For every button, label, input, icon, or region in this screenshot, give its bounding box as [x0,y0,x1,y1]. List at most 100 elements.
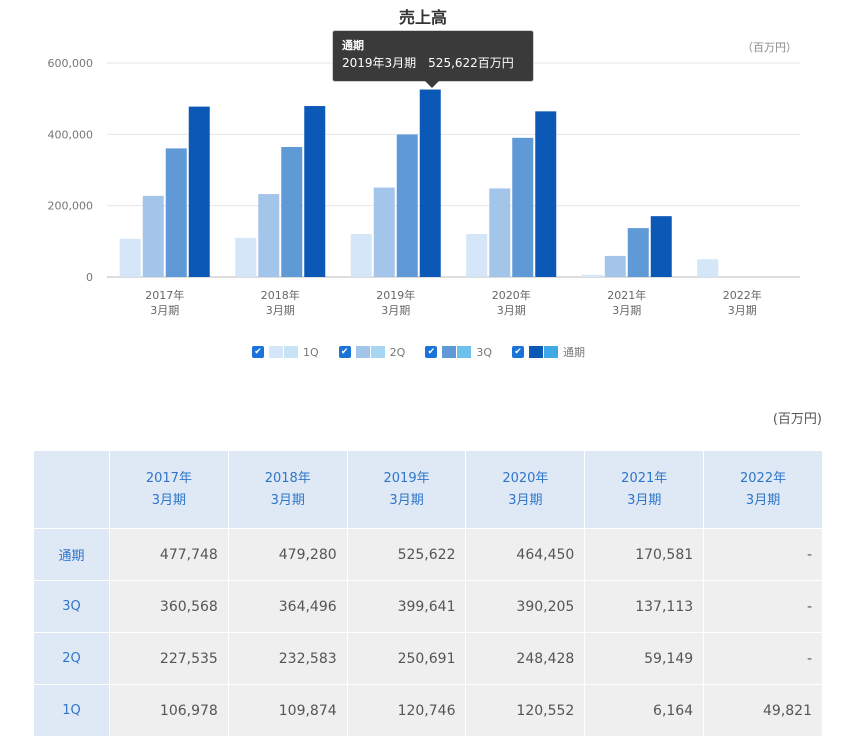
table-cell: 390,205 [465,580,586,633]
column-header-2021: 2021年 3月期 [584,450,705,529]
bar-通期 [419,89,441,277]
table-cell: 479,280 [227,528,348,581]
table-cell: 109,874 [227,684,348,737]
table-cell: 106,978 [109,684,229,737]
row-header-1q: 1Q [33,684,110,737]
table-cell: - [703,632,823,685]
bar-通期 [535,111,557,278]
legend-swatch [269,346,283,358]
bar-3q [627,228,649,277]
legend-label: 1Q [303,345,319,359]
row-header-2q: 2Q [33,632,110,685]
chart-legend: ✔ 1Q ✔ 2Q ✔ 3Q ✔ 通期 [252,344,605,360]
table-cell: 59,149 [584,632,705,685]
x-tick-label: 3月期 [612,304,641,317]
table-cell: 250,691 [346,632,467,685]
bar-2q [604,255,626,277]
table-row: 2Q 227,535 232,583 250,691 248,428 59,14… [33,632,823,685]
legend-item-2q[interactable]: ✔ 2Q [338,345,406,359]
x-tick-label: 2017年 [145,288,184,302]
table-cell: 120,552 [465,684,586,737]
y-tick-label: 0 [86,271,93,284]
table-row: 3Q 360,568 364,496 399,641 390,205 137,1… [33,580,823,633]
table-cell: 49,821 [703,684,823,737]
legend-item-3q[interactable]: ✔ 3Q [425,346,492,359]
legend-swatch [370,346,385,358]
legend-label: 3Q [476,345,493,359]
table-row: 1Q 106,978 109,874 120,746 120,552 6,164… [33,684,823,737]
bar-通期 [650,216,672,277]
table-cell: - [703,528,823,581]
table-cell: 120,746 [346,684,467,737]
x-tick-label: 2020年 [492,288,531,302]
chart-tooltip: 通期 2019年3月期 525,622百万円 [332,30,534,88]
table-unit-label: (百万円) [772,412,822,427]
table-cell: 525,622 [346,528,467,581]
bar-3q [281,146,303,277]
chart-title: 売上高 [399,8,447,27]
bar-2q [489,188,511,277]
table-cell: 464,450 [465,528,586,581]
bar-1q [119,238,141,277]
legend-swatch [355,346,370,358]
row-header-full-year: 通期 [33,528,110,581]
bar-1q [697,259,719,277]
table-cell: 6,164 [584,684,705,737]
column-header-2018: 2018年 3月期 [227,450,348,529]
x-tick-label: 3月期 [150,304,179,317]
bar-2q [373,187,395,277]
x-tick-label: 3月期 [266,304,295,317]
checkbox-checked-icon[interactable]: ✔ [338,346,351,358]
unit-label: （百万円） [742,41,797,54]
bar-2q [142,195,164,277]
x-tick-label: 3月期 [381,304,410,317]
column-header-2020: 2020年 3月期 [465,450,586,529]
bar-2q [258,194,280,277]
legend-swatch [457,346,472,358]
bar-1q [350,233,372,277]
y-tick-label: 200,000 [48,200,94,213]
column-header-2019: 2019年 3月期 [346,450,467,529]
legend-item-full-year[interactable]: ✔ 通期 [512,344,585,360]
table-cell: 227,535 [109,632,229,685]
bar-3q [512,137,534,277]
tooltip-body: 2019年3月期 525,622百万円 [342,56,514,70]
table-cell: 364,496 [227,580,348,633]
x-tick-label: 3月期 [497,304,526,317]
legend-label: 通期 [563,346,586,359]
bar-3q [396,134,418,277]
legend-swatch [544,346,559,358]
x-tick-label: 3月期 [728,304,757,317]
table-cell: 137,113 [584,580,705,633]
table-cell: - [703,580,823,633]
legend-swatch [442,346,457,358]
legend-swatch [284,346,298,358]
legend-label: 2Q [389,345,406,359]
x-tick-label: 2019年 [376,288,415,302]
bar-1q [581,274,603,277]
legend-swatch [529,346,544,358]
column-header-2017: 2017年 3月期 [109,450,229,529]
table-header-row: 2017年 3月期 2018年 3月期 2019年 3月期 2020年 3月期 2021… [33,450,823,529]
tooltip-title: 通期 [342,39,364,52]
checkbox-checked-icon[interactable]: ✔ [252,346,264,358]
checkbox-checked-icon[interactable]: ✔ [425,346,438,358]
y-tick-label: 400,000 [48,128,94,141]
table-cell: 360,568 [109,580,229,633]
table-cell: 477,748 [109,528,229,581]
sales-chart: 売上高 （百万円） 0 200,000 400,000 600,000 2017年 3月期 20… [48,8,800,317]
bar-3q [165,148,187,277]
bar-1q [466,234,488,277]
bar-通期 [188,106,210,277]
table-row: 通期 477,748 479,280 525,622 464,450 170,5… [33,528,823,581]
column-header-2022: 2022年 3月期 [703,450,823,529]
x-tick-label: 2022年 [723,288,762,302]
checkbox-checked-icon[interactable]: ✔ [512,346,525,358]
table-cell: 248,428 [465,632,586,685]
legend-item-1q[interactable]: ✔ 1Q [252,346,319,359]
row-header-3q: 3Q [33,580,110,633]
table-corner-cell [33,450,110,529]
sales-table: 2017年 3月期 2018年 3月期 2019年 3月期 2020年 3月期 2021… [33,450,823,737]
table-cell: 232,583 [227,632,348,685]
table-cell: 399,641 [346,580,467,633]
